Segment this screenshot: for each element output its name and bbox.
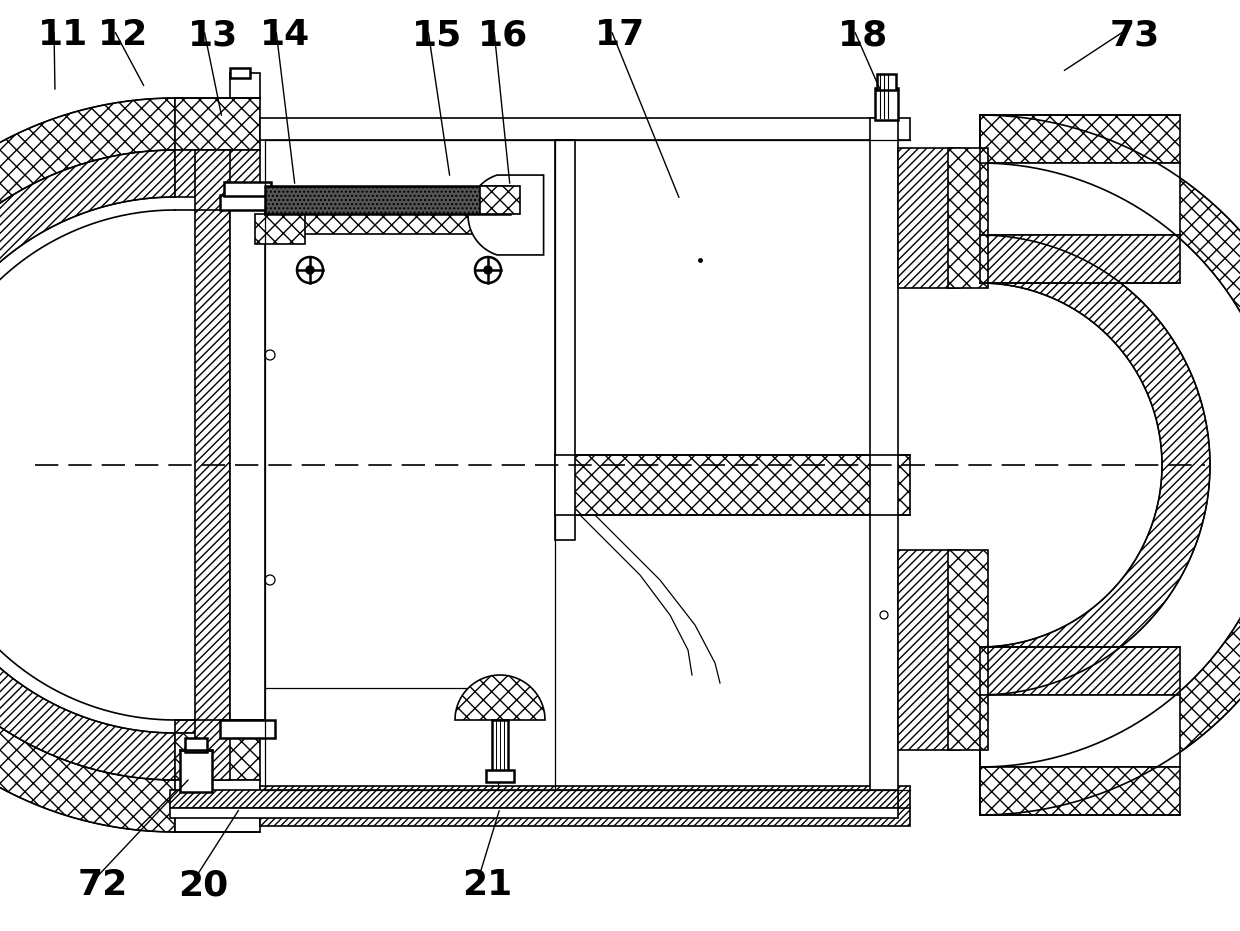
- Bar: [175, 720, 260, 733]
- Bar: [219, 195, 275, 210]
- Text: 12: 12: [98, 18, 149, 52]
- Text: 13: 13: [188, 18, 238, 52]
- Polygon shape: [467, 175, 543, 255]
- Bar: [175, 98, 260, 150]
- Polygon shape: [455, 675, 546, 720]
- Polygon shape: [0, 150, 175, 780]
- Text: 11: 11: [38, 18, 88, 52]
- Bar: [175, 150, 260, 197]
- Bar: [870, 118, 898, 808]
- Bar: [260, 118, 910, 140]
- Bar: [492, 720, 508, 775]
- Bar: [229, 210, 265, 720]
- Bar: [170, 790, 898, 808]
- Text: 20: 20: [179, 868, 228, 902]
- Text: 16: 16: [477, 18, 528, 52]
- Bar: [877, 74, 897, 90]
- Bar: [229, 73, 260, 98]
- Text: 73: 73: [1110, 18, 1161, 52]
- Bar: [260, 786, 910, 826]
- Bar: [556, 455, 910, 515]
- Bar: [175, 780, 260, 832]
- Bar: [980, 235, 1180, 283]
- Bar: [980, 767, 1180, 815]
- Bar: [195, 150, 229, 780]
- Bar: [229, 68, 250, 78]
- Bar: [180, 750, 212, 792]
- Polygon shape: [0, 98, 175, 832]
- Text: 72: 72: [78, 868, 128, 902]
- Bar: [949, 148, 988, 288]
- Polygon shape: [980, 235, 1210, 695]
- Polygon shape: [980, 115, 1240, 815]
- Bar: [255, 214, 305, 244]
- Bar: [185, 738, 207, 752]
- Bar: [556, 140, 575, 540]
- Bar: [980, 695, 1180, 767]
- Bar: [224, 182, 272, 196]
- Bar: [175, 733, 260, 780]
- Bar: [170, 808, 898, 818]
- Text: 15: 15: [412, 18, 463, 52]
- Bar: [898, 550, 960, 750]
- Circle shape: [484, 266, 492, 274]
- Bar: [219, 720, 275, 738]
- Bar: [980, 115, 1180, 163]
- Bar: [980, 647, 1180, 695]
- Text: 21: 21: [463, 868, 512, 902]
- Bar: [265, 186, 510, 214]
- Bar: [875, 88, 898, 120]
- Bar: [480, 186, 520, 214]
- Bar: [486, 770, 515, 782]
- Text: 14: 14: [260, 18, 310, 52]
- Bar: [980, 163, 1180, 235]
- Bar: [898, 148, 960, 288]
- Circle shape: [306, 266, 314, 274]
- Bar: [949, 550, 988, 750]
- Text: 18: 18: [838, 18, 888, 52]
- Bar: [265, 214, 539, 234]
- Text: 17: 17: [595, 18, 645, 52]
